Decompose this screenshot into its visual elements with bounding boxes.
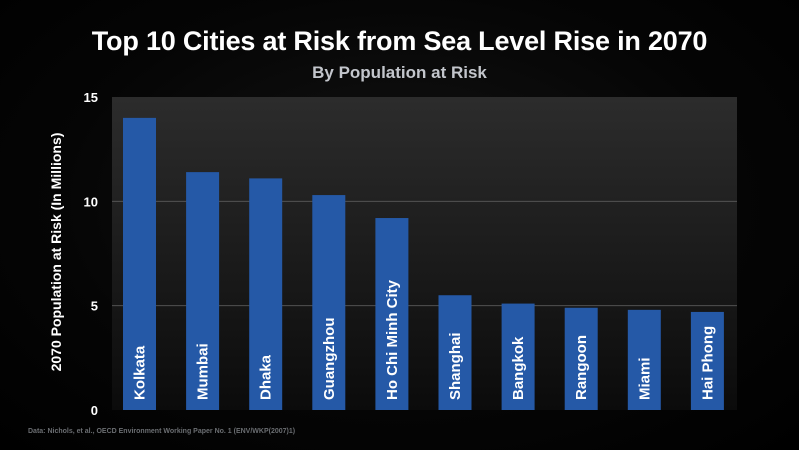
bar-group-guangzhou: Guangzhou	[312, 195, 346, 410]
bar	[186, 172, 220, 410]
y-axis-label: 2070 Population at Risk (In Millions)	[48, 132, 64, 372]
bar	[375, 218, 409, 410]
bar-group-shanghai: Shanghai	[438, 295, 472, 410]
bar	[501, 303, 535, 410]
bar	[690, 311, 724, 410]
bar-label: Rangoon	[573, 335, 590, 400]
bar	[123, 117, 156, 410]
bar-group-kolkata: Kolkata	[123, 117, 156, 410]
y-tick-label-5: 5	[91, 299, 98, 314]
bar-group-mumbai: Mumbai	[186, 172, 220, 410]
y-axis-ticks: 0 5 10 15	[84, 90, 98, 418]
bar-group-rangoon: Rangoon	[564, 307, 598, 410]
y-tick-label-10: 10	[84, 194, 98, 209]
bar-group-dhaka: Dhaka	[249, 178, 283, 410]
bar-label: Miami	[636, 357, 653, 400]
bar	[564, 307, 598, 410]
bar-group-miami: Miami	[627, 309, 661, 410]
bar-label: Guangzhou	[321, 318, 338, 401]
chart-title: Top 10 Cities at Risk from Sea Level Ris…	[91, 26, 708, 56]
bar-group-bangkok: Bangkok	[501, 303, 535, 410]
bar-group-ho-chi-minh-city: Ho Chi Minh City	[375, 218, 409, 410]
bars: Kolkata Mumbai Dhaka Guangzhou Ho Chi Minh C…	[123, 117, 724, 410]
bar	[312, 195, 346, 410]
y-tick-label-15: 15	[84, 90, 98, 105]
bar-label: Hai Phong	[699, 326, 716, 400]
bar	[627, 309, 661, 410]
bar-label: Kolkata	[132, 345, 149, 400]
bar-label: Bangkok	[510, 336, 527, 400]
bar	[249, 178, 283, 410]
bar-label: Mumbai	[195, 343, 212, 400]
bar	[438, 295, 472, 410]
bar-label: Dhaka	[258, 354, 275, 400]
y-tick-label-0: 0	[91, 403, 98, 418]
bar-label: Ho Chi Minh City	[384, 279, 401, 400]
chart-subtitle: By Population at Risk	[312, 63, 487, 82]
bar-label: Shanghai	[447, 332, 464, 400]
bar-group-hai-phong: Hai Phong	[690, 311, 724, 410]
source-note: Data: Nichols, et al., OECD Environment …	[28, 428, 296, 435]
